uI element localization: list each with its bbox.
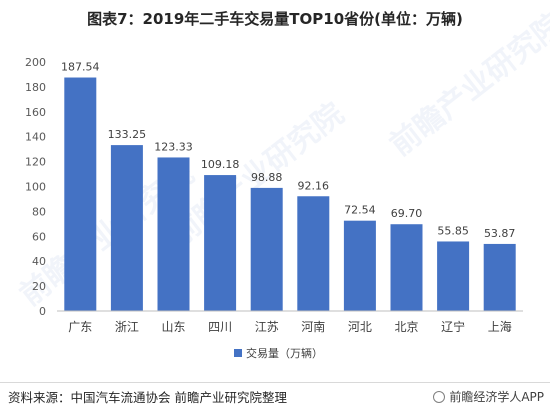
x-tick-label: 浙江 bbox=[115, 320, 139, 334]
bar bbox=[390, 224, 423, 311]
source-note: 资料来源：中国汽车流通协会 前瞻产业研究院整理 bbox=[8, 390, 287, 405]
bar bbox=[297, 196, 330, 311]
data-label: 69.70 bbox=[391, 207, 423, 220]
bar bbox=[483, 243, 516, 311]
bar bbox=[343, 220, 376, 311]
credit: 前瞻经济学人APP bbox=[433, 388, 544, 405]
data-label: 133.25 bbox=[108, 128, 147, 141]
data-label: 72.54 bbox=[344, 204, 376, 217]
credit-label: 前瞻经济学人APP bbox=[449, 390, 544, 404]
y-tick-label: 60 bbox=[32, 230, 46, 243]
x-tick-label: 河南 bbox=[301, 319, 325, 334]
bar bbox=[250, 187, 283, 311]
x-tick-label: 上海 bbox=[488, 319, 512, 334]
bar bbox=[64, 77, 97, 312]
chart-title: 图表7：2019年二手车交易量TOP10省份(单位：万辆) bbox=[87, 10, 463, 28]
y-tick-label: 40 bbox=[32, 255, 46, 268]
legend-label: 交易量（万辆） bbox=[246, 346, 323, 360]
footer-divider bbox=[0, 382, 550, 383]
bar bbox=[157, 157, 190, 311]
y-tick-label: 20 bbox=[32, 280, 46, 293]
bar bbox=[110, 145, 143, 311]
data-label: 109.18 bbox=[201, 158, 240, 171]
bar-chart: 0 20 40 60 80 100 120 140 160 180 200 187.54 广东 133.2… bbox=[25, 56, 523, 360]
y-tick-label: 140 bbox=[25, 131, 46, 144]
bar bbox=[437, 241, 470, 311]
legend-swatch bbox=[234, 349, 242, 357]
data-label: 123.33 bbox=[154, 140, 193, 153]
y-tick-label: 0 bbox=[39, 305, 46, 318]
y-tick-label: 100 bbox=[25, 181, 46, 194]
data-label: 92.16 bbox=[298, 179, 330, 192]
y-tick-label: 120 bbox=[25, 156, 46, 169]
y-tick-label: 80 bbox=[32, 205, 46, 218]
data-label: 55.85 bbox=[437, 224, 469, 237]
x-tick-label: 山东 bbox=[161, 320, 185, 334]
x-tick-label: 江苏 bbox=[255, 320, 279, 334]
app-logo-icon bbox=[433, 390, 446, 403]
y-tick-label: 180 bbox=[25, 81, 46, 94]
y-tick-label: 200 bbox=[25, 56, 46, 69]
x-tick-label: 辽宁 bbox=[441, 319, 465, 334]
x-tick-label: 河北 bbox=[348, 320, 372, 334]
data-label: 187.54 bbox=[61, 61, 100, 74]
bar bbox=[204, 175, 237, 311]
data-label: 53.87 bbox=[484, 227, 516, 240]
x-tick-label: 广东 bbox=[68, 320, 92, 334]
y-tick-label: 160 bbox=[25, 106, 46, 119]
x-tick-label: 四川 bbox=[208, 320, 232, 334]
x-tick-label: 北京 bbox=[394, 320, 418, 334]
data-label: 98.88 bbox=[251, 171, 283, 184]
